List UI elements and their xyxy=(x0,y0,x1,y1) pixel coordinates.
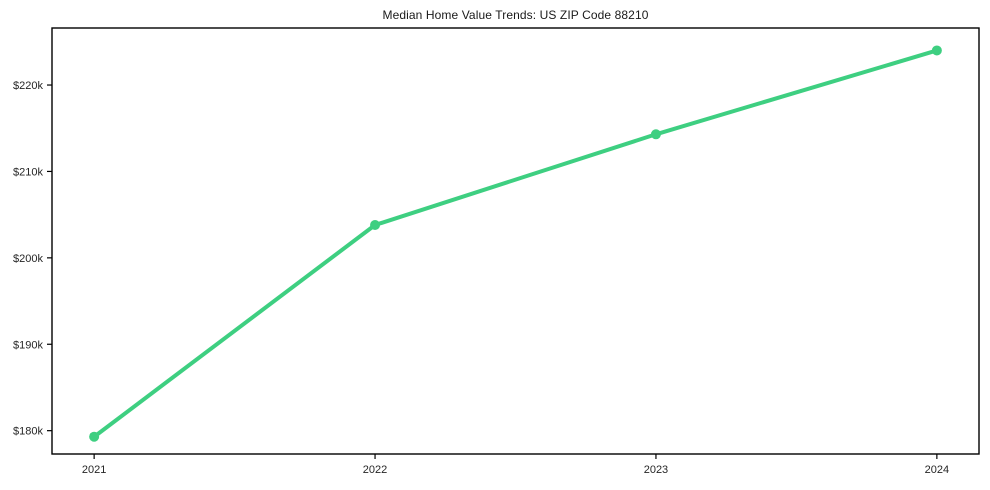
data-point-marker xyxy=(370,220,381,231)
x-tick-label: 2024 xyxy=(925,464,949,476)
x-tick-label: 2023 xyxy=(644,464,668,476)
data-point-marker xyxy=(89,431,100,442)
y-tick-label: $210k xyxy=(13,166,43,178)
axes-frame xyxy=(51,27,980,455)
data-point-marker xyxy=(650,129,661,140)
data-point-marker xyxy=(931,45,942,56)
chart-title: Median Home Value Trends: US ZIP Code 88… xyxy=(382,8,649,22)
y-tick-label: $180k xyxy=(13,426,43,438)
y-tick-label: $200k xyxy=(13,253,43,265)
y-tick-label: $190k xyxy=(13,339,43,351)
x-tick-label: 2021 xyxy=(82,464,106,476)
x-tick-label: 2022 xyxy=(363,464,387,476)
trend-line xyxy=(92,48,939,439)
y-tick-label: $220k xyxy=(13,80,43,92)
